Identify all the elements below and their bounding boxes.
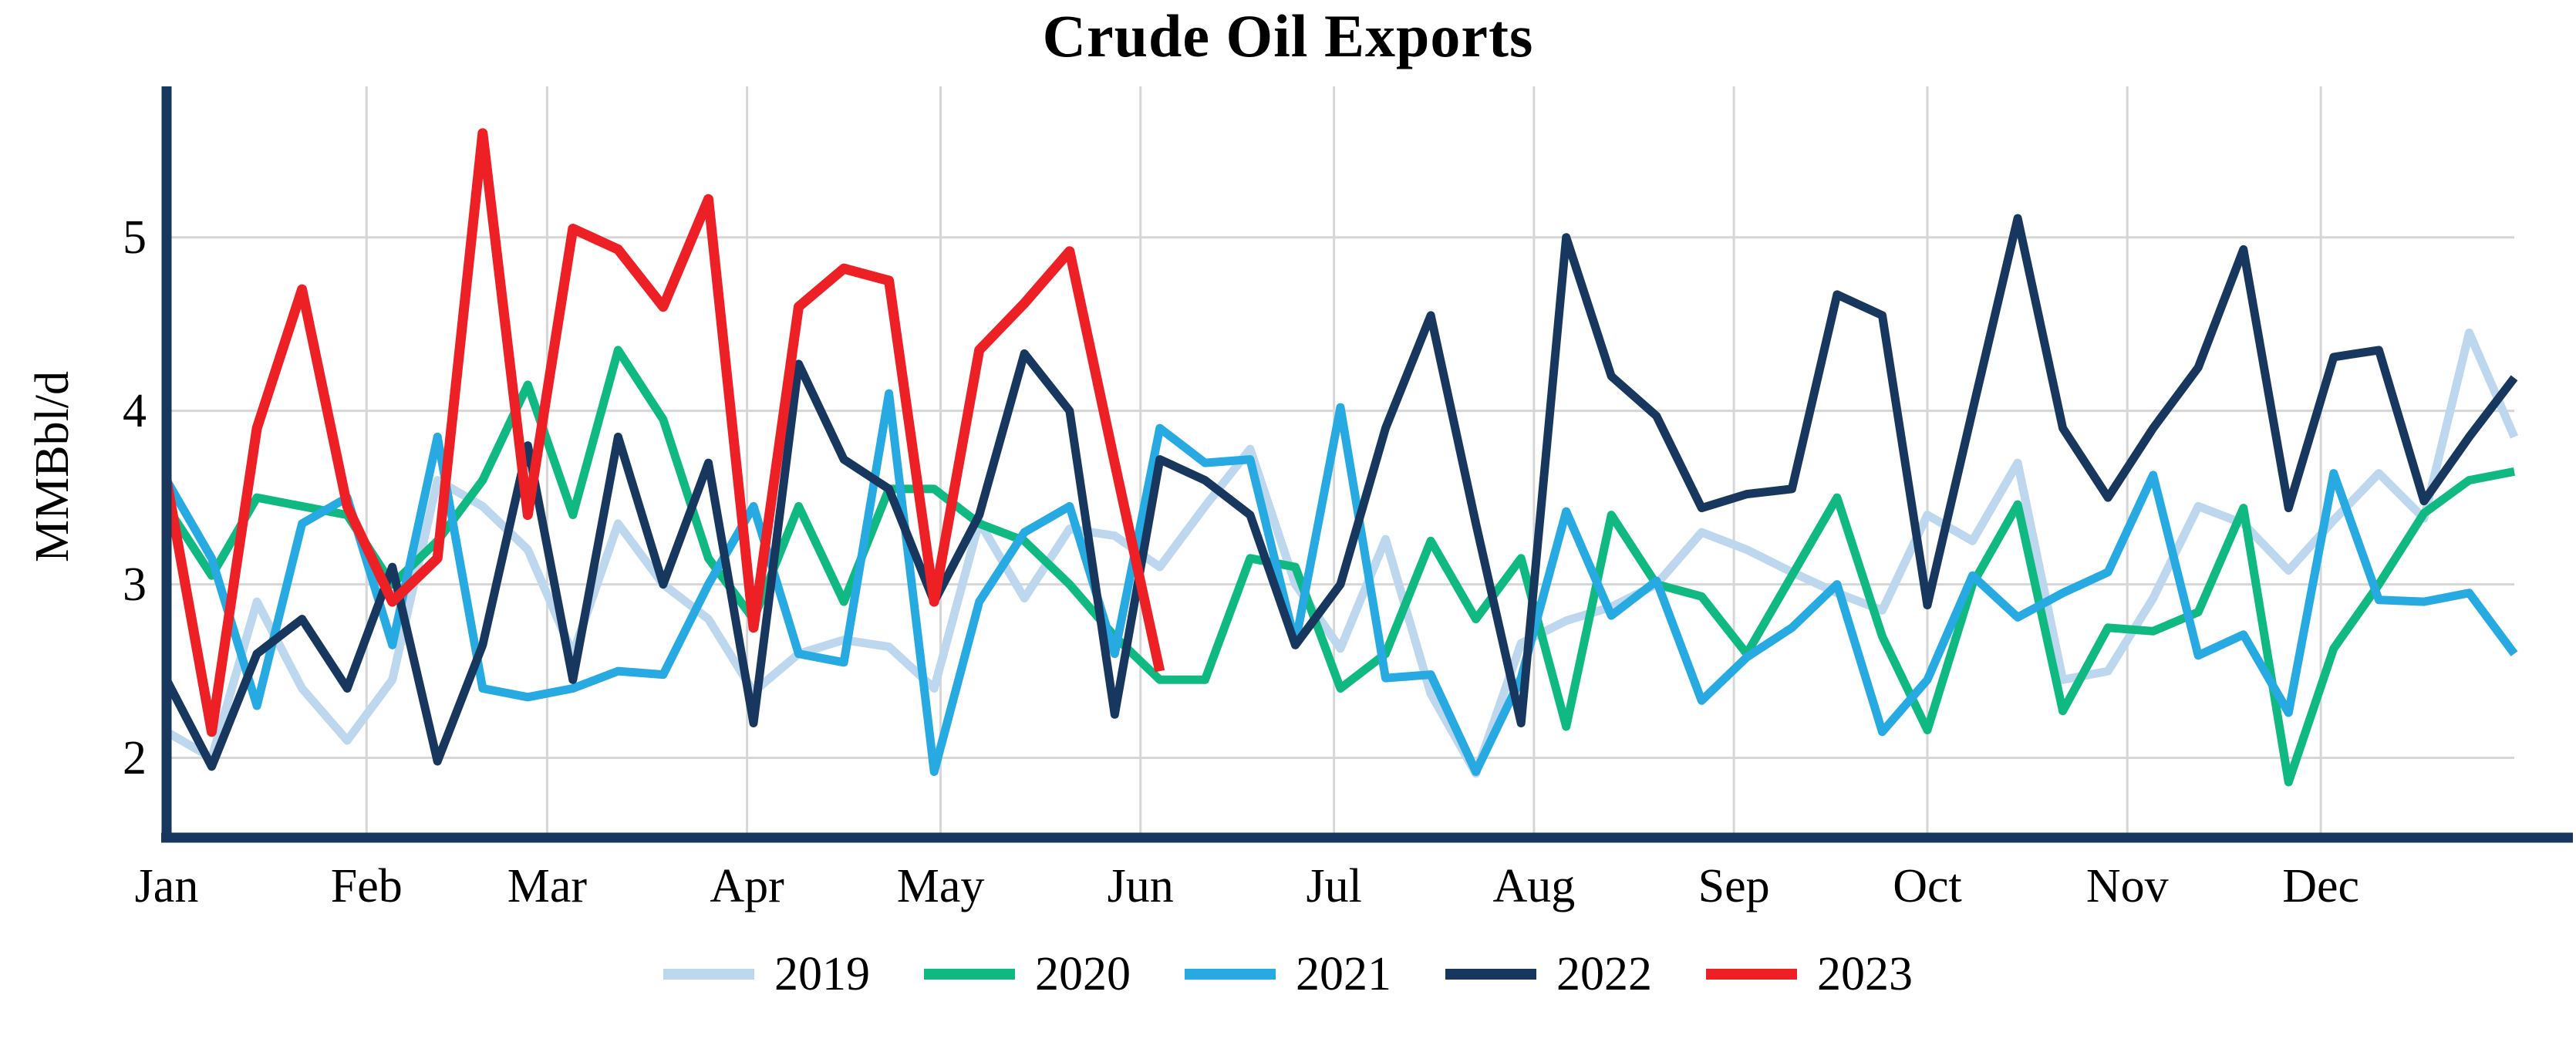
- legend-label-2023: 2023: [1817, 948, 1913, 1000]
- legend-item-2021: 2021: [1185, 947, 1391, 1001]
- legend-item-2022: 2022: [1445, 947, 1652, 1001]
- data-series: [161, 128, 2519, 787]
- legend-item-2020: 2020: [924, 947, 1131, 1001]
- x-tick-label-Jun: Jun: [1107, 860, 1174, 912]
- legend-item-2023: 2023: [1706, 947, 1913, 1001]
- x-tick-label-Apr: Apr: [710, 860, 784, 912]
- legend-label-2020: 2020: [1035, 948, 1131, 1000]
- legend-swatch-2020: [924, 969, 1015, 980]
- legend-swatch-2021: [1185, 969, 1276, 980]
- series-line-2021: [163, 389, 2518, 776]
- x-tick-label-Sep: Sep: [1698, 860, 1770, 912]
- legend-label-2021: 2021: [1296, 948, 1391, 1000]
- series-line-2023: [161, 128, 1165, 737]
- axis-spines: [161, 86, 2573, 843]
- y-tick-label-4: 4: [123, 384, 147, 437]
- series-line-2022: [163, 214, 2518, 771]
- x-tick-label-Nov: Nov: [2085, 860, 2169, 912]
- y-tick-label-2: 2: [123, 731, 147, 784]
- x-tick-label-Dec: Dec: [2282, 860, 2360, 912]
- x-tick-label-Jul: Jul: [1306, 860, 1362, 912]
- y-tick-label-5: 5: [123, 211, 147, 264]
- legend-label-2019: 2019: [774, 948, 870, 1000]
- x-tick-label-Aug: Aug: [1492, 860, 1576, 912]
- legend-label-2022: 2022: [1556, 948, 1652, 1000]
- x-tick-label-Feb: Feb: [330, 860, 403, 912]
- series-line-2020: [163, 346, 2516, 787]
- legend-swatch-2019: [663, 969, 754, 980]
- legend-swatch-2023: [1706, 969, 1797, 980]
- x-tick-label-Mar: Mar: [507, 860, 588, 912]
- chart-title: Crude Oil Exports: [1042, 2, 1534, 69]
- legend-swatch-2022: [1445, 969, 1536, 980]
- legend: 2019 2020 2021 2022 2023: [0, 947, 2576, 1001]
- legend-item-2019: 2019: [663, 947, 870, 1001]
- x-tick-label-Oct: Oct: [1893, 860, 1962, 912]
- x-tick-label-Jan: Jan: [134, 860, 199, 912]
- y-tick-label-3: 3: [123, 558, 147, 611]
- x-tick-label-May: May: [896, 860, 985, 912]
